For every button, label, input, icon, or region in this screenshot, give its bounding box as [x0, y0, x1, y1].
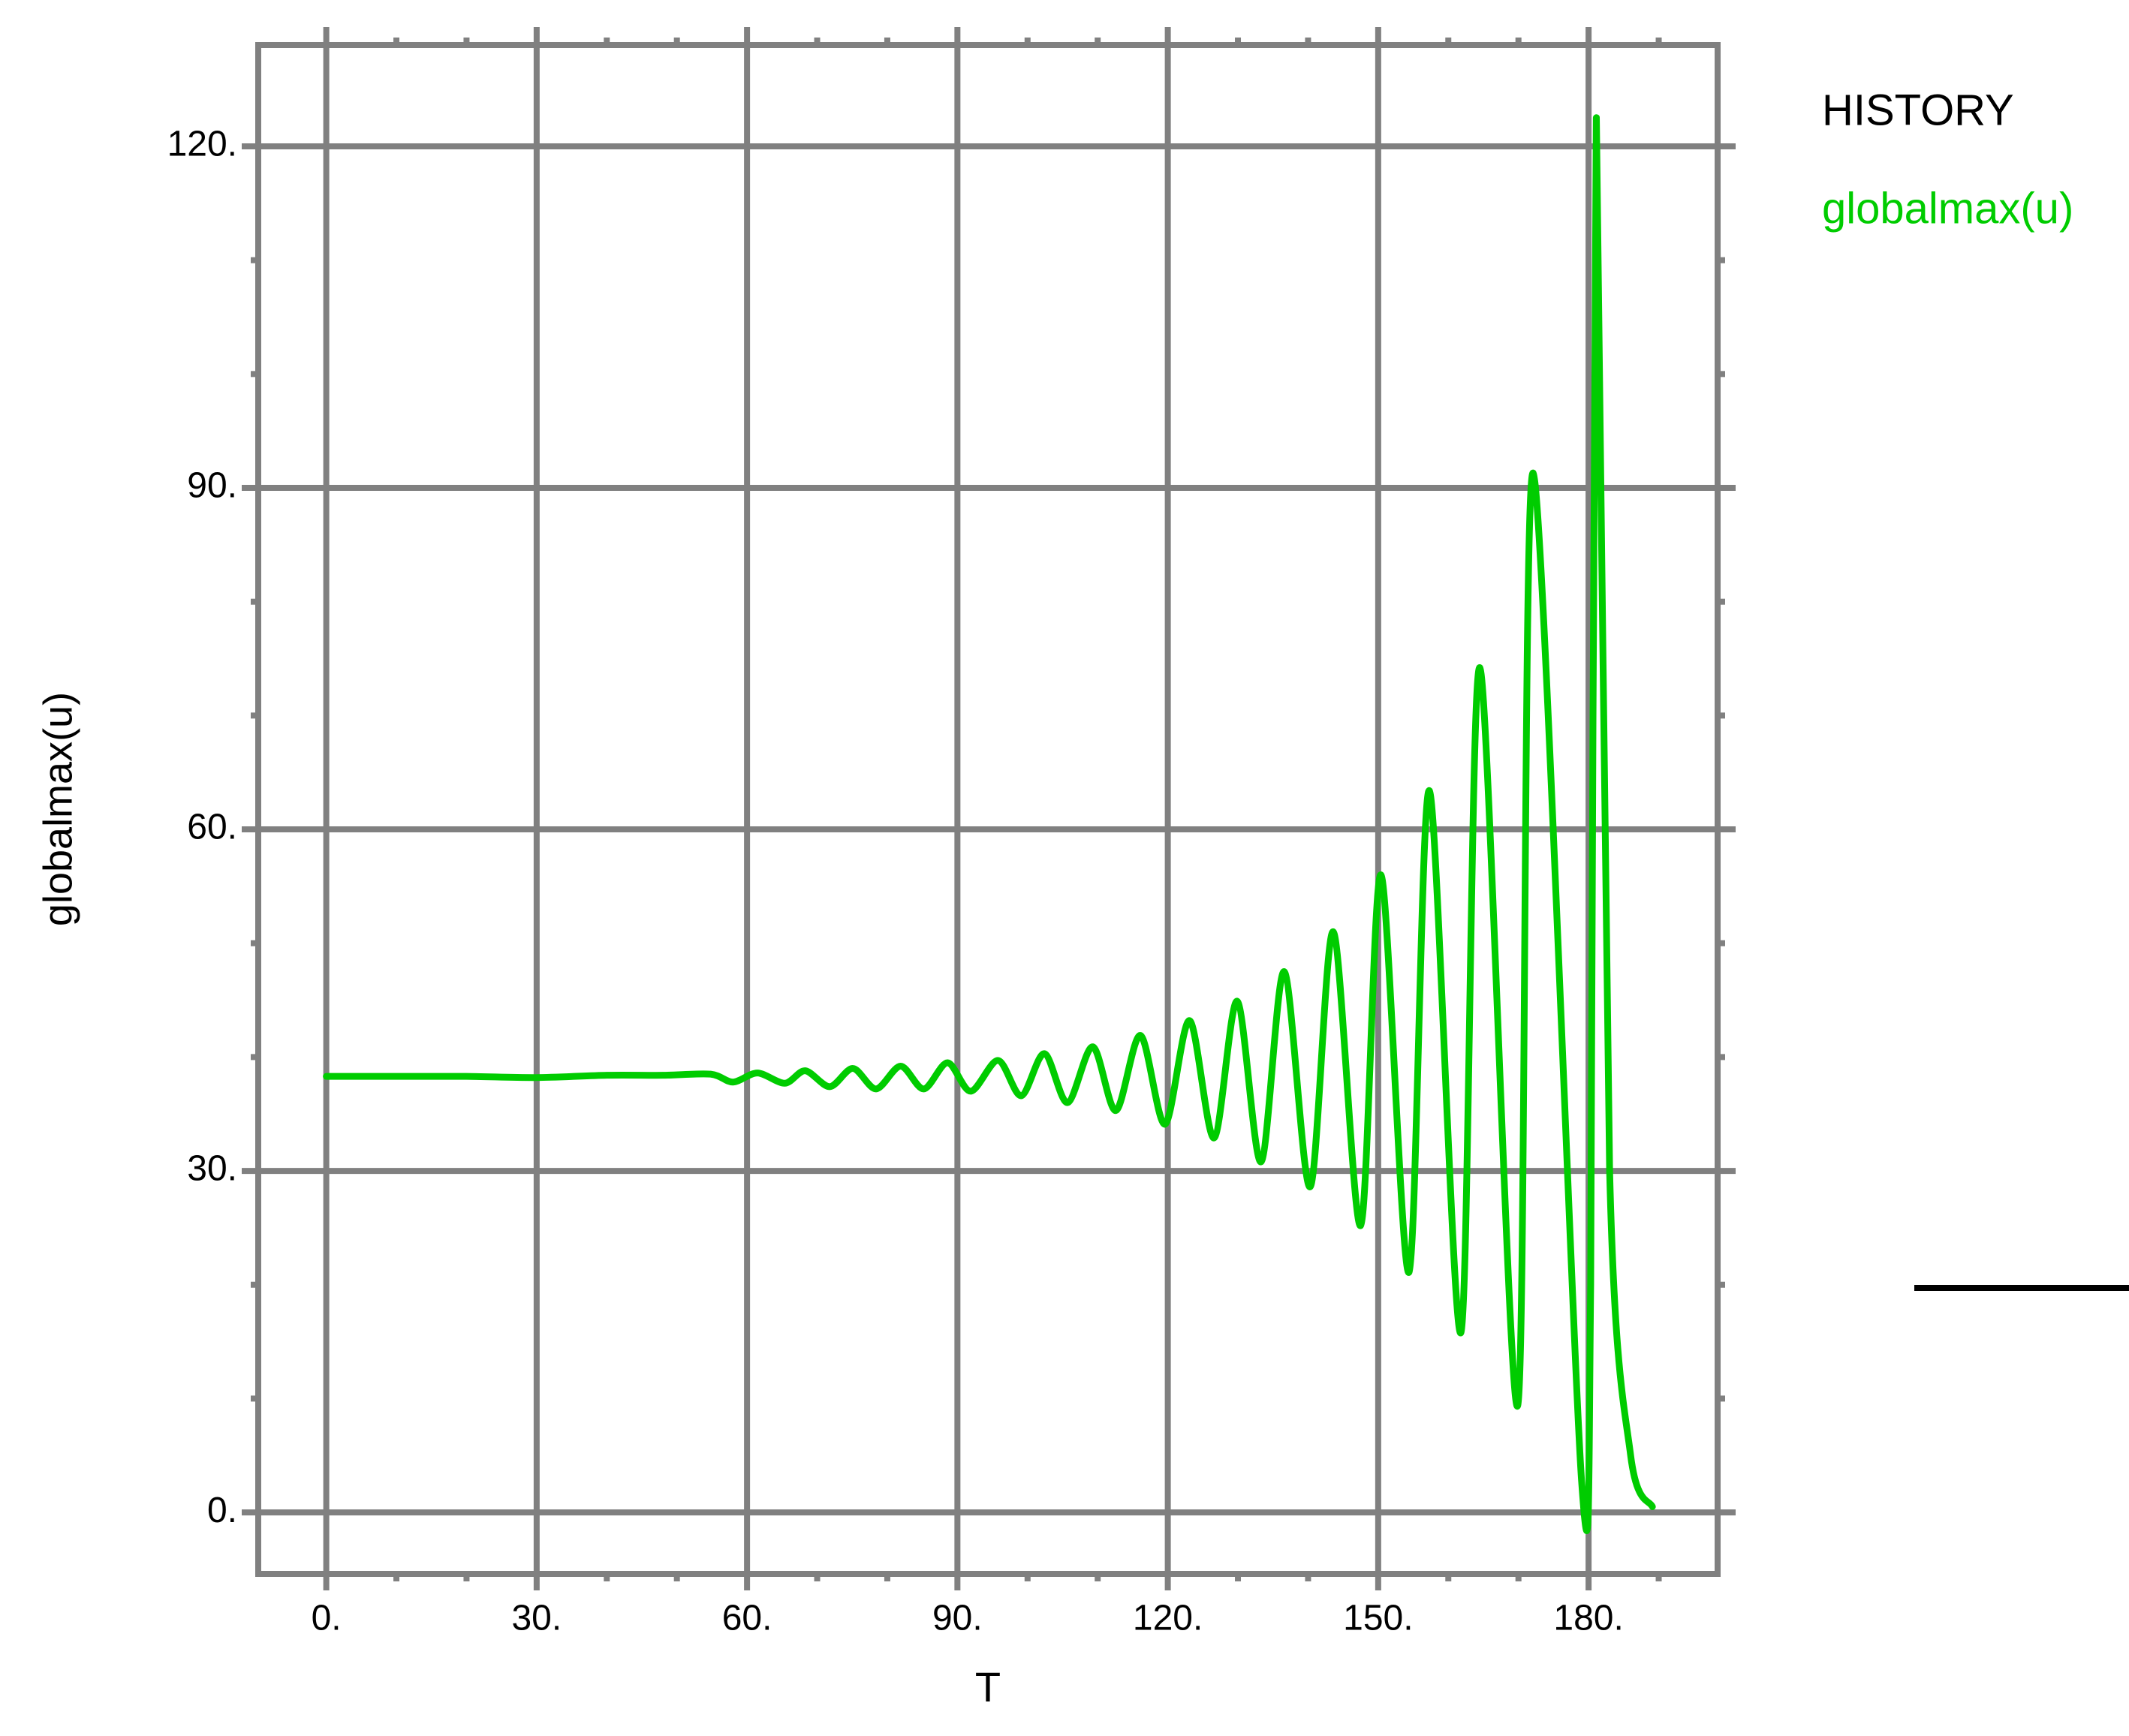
- x-tick-label: 150.: [1343, 1599, 1413, 1638]
- x-tick-label: 120.: [1133, 1599, 1203, 1638]
- x-tick-label: 180.: [1553, 1599, 1623, 1638]
- x-tick-label: 90.: [932, 1599, 983, 1638]
- y-tick-label: 120.: [167, 125, 237, 164]
- x-tick-label: 0.: [312, 1599, 342, 1638]
- y-tick-label: 60.: [187, 808, 237, 847]
- x-tick-label: 30.: [511, 1599, 562, 1638]
- data-line: [323, 114, 1656, 1534]
- y-tick-label: 90.: [187, 466, 237, 506]
- x-tick-label: 60.: [722, 1599, 772, 1638]
- marks: [323, 114, 1656, 1534]
- legend-title: HISTORY: [1822, 86, 2014, 134]
- y-tick-label: 0.: [207, 1491, 237, 1530]
- plot-frame: [255, 42, 1721, 1577]
- legend-entry: globalmax(u): [1822, 184, 2073, 233]
- x-axis-label: T: [975, 1663, 1001, 1710]
- y-axis-label: globalmax(u): [35, 692, 80, 926]
- y-tick-label: 30.: [187, 1149, 237, 1189]
